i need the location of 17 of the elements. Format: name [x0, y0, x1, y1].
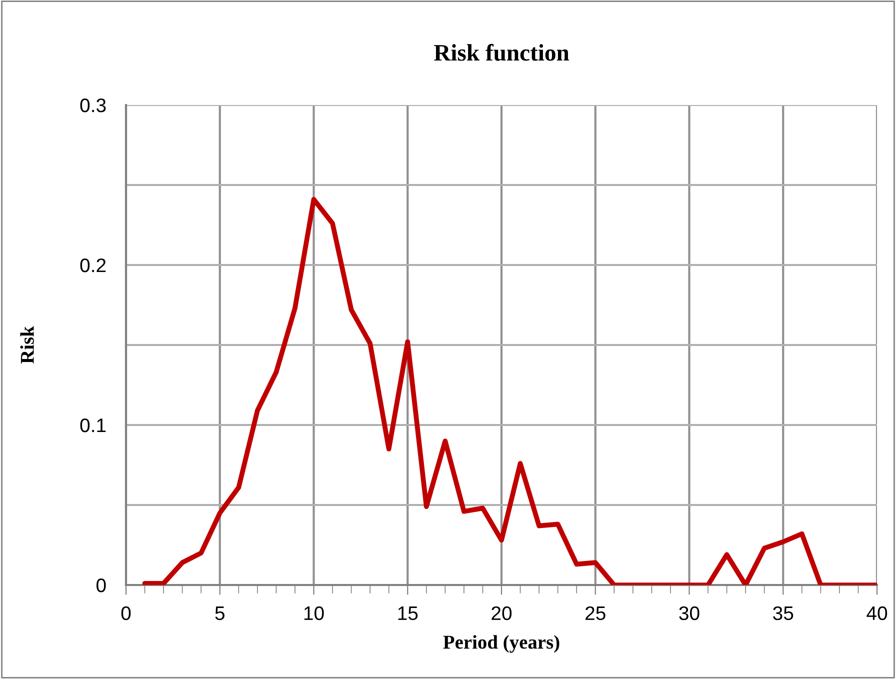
x-tick-label: 20	[492, 606, 512, 620]
x-tick-label: 35	[773, 606, 794, 620]
x-tick-label: 0	[121, 606, 131, 620]
y-tick-label: 0.3	[80, 98, 106, 112]
x-tick-label: 40	[866, 606, 888, 620]
y-axis-title: Risk	[20, 326, 34, 364]
x-tick-label: 15	[398, 606, 418, 620]
x-tick-label: 5	[215, 606, 224, 620]
x-tick-label: 25	[586, 606, 606, 620]
x-tick-label: 30	[679, 606, 700, 620]
chart-title: Risk function	[434, 44, 570, 61]
line-series	[142, 196, 877, 585]
x-axis-title: Period (years)	[443, 635, 560, 653]
y-tick-label: 0.1	[80, 418, 106, 432]
x-tick-label: 10	[304, 606, 324, 620]
y-tick-label: 0.2	[80, 258, 106, 272]
y-tick-label: 0	[96, 578, 106, 592]
